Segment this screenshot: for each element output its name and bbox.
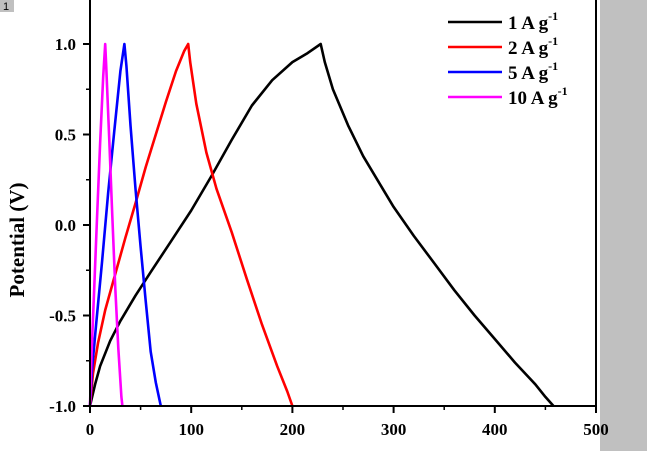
x-tick-label: 100 bbox=[178, 420, 204, 439]
series-line-3 bbox=[88, 42, 163, 407]
series-line-2 bbox=[88, 42, 294, 407]
series-line-1 bbox=[88, 42, 555, 407]
y-axis-title: Potential (V) bbox=[5, 183, 29, 298]
x-tick-label: 0 bbox=[86, 420, 95, 439]
x-tick-label: 200 bbox=[280, 420, 306, 439]
y-tick-label: 0.5 bbox=[55, 126, 76, 145]
y-tick-label: -1.0 bbox=[49, 397, 76, 416]
legend: 1 A g-12 A g-15 A g-110 A g-1 bbox=[448, 9, 568, 109]
y-tick-label: 1.0 bbox=[55, 35, 76, 54]
ticks-layer: 0 100 200 300 400 500 -1.0 -0.5 0.0 0.5 1.0 bbox=[49, 35, 609, 439]
x-tick-label: 400 bbox=[482, 420, 508, 439]
y-tick-label: 0.0 bbox=[55, 216, 76, 235]
panel-label: 1 bbox=[3, 1, 9, 13]
legend-label-4: 10 A g-1 bbox=[508, 84, 568, 109]
panel-label-box bbox=[0, 0, 14, 12]
series-layer bbox=[88, 42, 555, 407]
y-tick-label: -0.5 bbox=[49, 307, 76, 326]
axes-layer bbox=[89, 0, 597, 407]
x-tick-label: 300 bbox=[381, 420, 407, 439]
legend-label-3: 5 A g-1 bbox=[508, 59, 558, 84]
legend-label-1: 1 A g-1 bbox=[508, 9, 558, 34]
legend-label-2: 2 A g-1 bbox=[508, 34, 558, 59]
x-tick-label: 500 bbox=[583, 420, 609, 439]
right-margin bbox=[600, 0, 647, 451]
series-line-4 bbox=[88, 42, 124, 407]
